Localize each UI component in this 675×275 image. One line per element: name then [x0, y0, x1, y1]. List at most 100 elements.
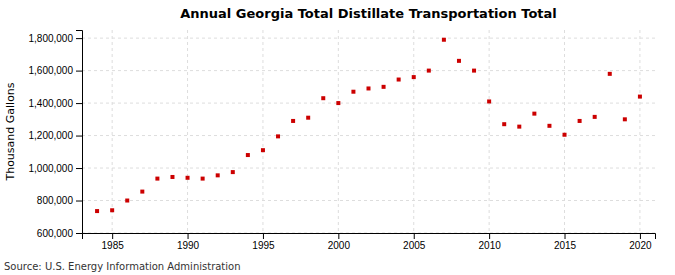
chart: 1985 1990 1995 2000 2005 2010 2015 2020 600,000 8…	[0, 0, 675, 275]
y-axis-title: Thousand Gallons	[4, 82, 17, 181]
points	[95, 38, 642, 213]
tick: 1,800,000	[29, 33, 83, 44]
tick-mark	[640, 233, 641, 239]
point	[472, 69, 476, 73]
tick-label: 1985	[102, 240, 125, 251]
tick: 2005	[403, 233, 426, 251]
title: Annual Georgia Total Distillate Transpor…	[180, 6, 557, 21]
tick-mark	[565, 233, 566, 239]
tick: 2020	[629, 233, 652, 251]
point	[593, 115, 597, 119]
point	[623, 117, 627, 121]
point	[412, 75, 416, 79]
tick-label: 1990	[177, 240, 200, 251]
grid-line	[82, 103, 655, 104]
tick-label: 2020	[629, 240, 652, 251]
point	[231, 170, 235, 174]
tick-mark	[76, 103, 82, 104]
point	[155, 177, 159, 181]
point	[517, 125, 521, 129]
grid-line	[564, 30, 565, 233]
point	[216, 173, 220, 177]
point	[367, 86, 371, 90]
tick-label: 2000	[328, 240, 351, 251]
grid-line	[112, 30, 113, 233]
point	[427, 69, 431, 73]
point	[110, 208, 114, 212]
tick: 1,600,000	[29, 65, 83, 76]
grid-line	[639, 30, 640, 233]
point	[201, 177, 205, 181]
axis-line	[76, 31, 83, 234]
point	[563, 133, 567, 137]
point	[351, 90, 355, 94]
point	[291, 119, 295, 123]
point	[457, 59, 461, 63]
tick-mark	[338, 233, 339, 239]
point	[638, 95, 642, 99]
tick: 2000	[328, 233, 351, 251]
grid-line	[338, 30, 339, 233]
point	[140, 190, 144, 194]
point	[170, 175, 174, 179]
tick-mark	[76, 136, 82, 137]
tick: 1,200,000	[29, 130, 83, 141]
tick: 1985	[102, 233, 125, 251]
grid-line	[262, 30, 263, 233]
point	[186, 176, 190, 180]
tick: 1,000,000	[29, 163, 83, 174]
tick-label: 1995	[252, 240, 275, 251]
point	[397, 78, 401, 82]
tick: 2015	[554, 233, 577, 251]
point	[125, 199, 129, 203]
point	[382, 85, 386, 89]
tick-mark	[414, 233, 415, 239]
point	[306, 116, 310, 120]
point	[276, 134, 280, 138]
point	[321, 96, 325, 100]
point	[532, 112, 536, 116]
tick-label: 1,600,000	[29, 65, 74, 76]
tick-label: 1,200,000	[29, 130, 74, 141]
tick-mark	[188, 233, 189, 239]
grid-line	[187, 30, 188, 233]
tick-label: 800,000	[37, 195, 74, 206]
tick-label: 2015	[554, 240, 577, 251]
y-axis: 600,000 800,000 1,000,000 1,200,000 1,400,00…	[29, 31, 83, 239]
point	[547, 124, 551, 128]
grid-line	[489, 30, 490, 233]
tick-label: 600,000	[37, 228, 74, 239]
tick-mark	[76, 201, 82, 202]
tick: 600,000	[37, 228, 82, 239]
point	[442, 38, 446, 42]
grid-line	[413, 30, 414, 233]
grid-line	[82, 38, 655, 39]
point	[95, 209, 99, 213]
axis-line	[83, 234, 656, 240]
tick-label: 2005	[403, 240, 426, 251]
grid-line	[82, 135, 655, 136]
tick-mark	[76, 71, 82, 72]
tick: 1990	[177, 233, 200, 251]
annotation: Source: U.S. Energy Information Administ…	[4, 261, 241, 272]
point	[261, 148, 265, 152]
tick-label: 1,000,000	[29, 163, 74, 174]
grid-line	[82, 70, 655, 71]
tick-mark	[263, 233, 264, 239]
tick: 1995	[252, 233, 275, 251]
grid-line	[82, 168, 655, 169]
tick-mark	[489, 233, 490, 239]
x-axis: 1985 1990 1995 2000 2005 2010 2015 2020	[83, 233, 656, 251]
tick: 1,400,000	[29, 98, 83, 109]
point	[246, 153, 250, 157]
point	[502, 122, 506, 126]
grid-line	[82, 200, 655, 201]
tick-mark	[76, 233, 82, 234]
tick: 800,000	[37, 195, 82, 206]
tick-label: 1,800,000	[29, 33, 74, 44]
plot: 1985 1990 1995 2000 2005 2010 2015 2020 600,000 8…	[29, 30, 656, 251]
point	[487, 99, 491, 103]
tick-label: 1,400,000	[29, 98, 74, 109]
tick-label: 2010	[479, 240, 502, 251]
grid	[82, 30, 655, 233]
